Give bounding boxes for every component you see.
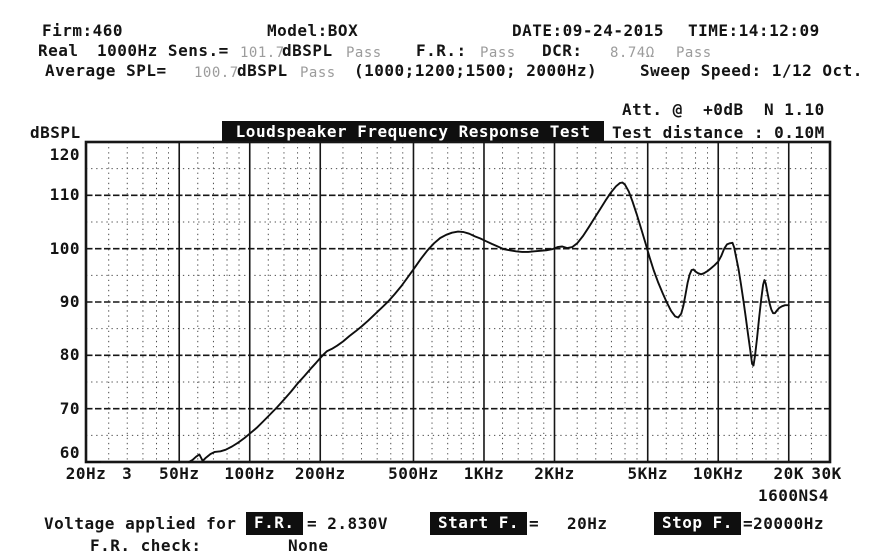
x-tick-label: 20Hz <box>65 464 107 483</box>
real-label: Real <box>38 41 79 60</box>
fr-pass-status: Pass <box>480 45 516 61</box>
spl-response-curve <box>187 181 790 463</box>
stop-frequency-value: =20000Hz <box>743 514 825 533</box>
sweep-speed-label: Sweep Speed: 1/12 Oct. <box>640 61 863 80</box>
y-axis-unit-label: dBSPL <box>30 123 81 142</box>
fr-check-value: None <box>288 536 329 553</box>
firm-label: Firm:460 <box>42 21 124 40</box>
y-tick-label: 110 <box>49 185 80 205</box>
fr-label: F.R.: <box>416 41 467 60</box>
y-tick-label: 80 <box>59 345 80 365</box>
x-tick-label: 30K <box>811 464 842 483</box>
chart-title-bar: Loudspeaker Frequency Response Test <box>222 121 604 142</box>
stop-frequency-badge: Stop F. <box>654 512 741 535</box>
plot-border <box>84 140 832 464</box>
x-tick-label: 5KHz <box>627 464 668 483</box>
attenuation-label: Att. @ +0dB <box>622 100 744 119</box>
frequency-response-plot <box>84 140 832 464</box>
dcr-pass-status: Pass <box>676 45 712 61</box>
x-tick-label: 2KHz <box>534 464 575 483</box>
sensitivity-label: 1000Hz Sens.= <box>97 41 229 60</box>
y-tick-label: 60 <box>59 443 80 462</box>
n-value-label: N 1.10 <box>764 100 825 119</box>
voltage-value: = 2.830V <box>307 514 389 533</box>
dcr-value: 8.74Ω <box>610 45 655 61</box>
fr-check-label: F.R. check: <box>90 536 202 553</box>
voltage-applied-label: Voltage applied for <box>44 514 237 533</box>
date-label: DATE:09-24-2015 <box>512 21 664 40</box>
start-equals-sign: = <box>529 514 540 533</box>
x-tick-label: 3 <box>122 464 133 483</box>
test-distance-label: Test distance : 0.10M <box>612 123 825 142</box>
dcr-label: DCR: <box>542 41 583 60</box>
fr-badge: F.R. <box>246 512 303 535</box>
x-tick-label: 1KHz <box>463 464 505 483</box>
x-tick-label: 500Hz <box>388 464 439 483</box>
x-tick-label: 50Hz <box>158 464 200 483</box>
sensitivity-unit: dBSPL <box>282 41 333 60</box>
model-label: Model:BOX <box>267 21 359 40</box>
y-tick-label: 70 <box>59 398 80 418</box>
device-code-label: 1600NS4 <box>758 486 829 505</box>
x-tick-label: 10KHz <box>692 464 744 483</box>
x-tick-label: 200Hz <box>294 464 346 483</box>
average-spl-value: 100.7 <box>194 65 239 81</box>
average-pass-status: Pass <box>300 65 336 81</box>
time-label: TIME:14:12:09 <box>688 21 820 40</box>
start-frequency-badge: Start F. <box>430 512 528 535</box>
x-tick-label: 20K <box>773 464 804 483</box>
x-tick-label: 100Hz <box>224 464 276 483</box>
average-spl-unit: dBSPL <box>237 61 288 80</box>
y-tick-label: 100 <box>49 238 80 258</box>
y-tick-label: 90 <box>59 292 80 311</box>
sensitivity-pass-status: Pass <box>346 45 382 61</box>
sensitivity-value: 101.7 <box>240 45 285 61</box>
start-frequency-value: 20Hz <box>567 514 608 533</box>
y-tick-label: 120 <box>49 145 80 164</box>
average-frequencies: (1000;1200;1500; 2000Hz) <box>354 61 598 80</box>
average-spl-label: Average SPL= <box>45 61 167 80</box>
